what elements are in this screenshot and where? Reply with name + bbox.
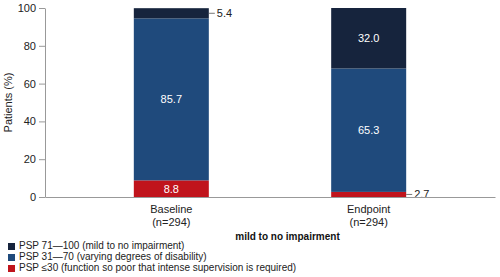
x-axis-line	[46, 197, 496, 198]
y-axis-line	[45, 9, 46, 198]
data-label: 8.8	[164, 183, 179, 195]
y-tick-mark	[39, 46, 45, 47]
y-tick-mark	[39, 8, 45, 9]
bar-segment	[331, 68, 406, 191]
y-tick-label: 60	[24, 78, 36, 90]
legend: PSP 71—100 (mild to no impairment)PSP 31…	[8, 240, 296, 273]
y-axis: 0 20 40 60 80 100	[18, 2, 46, 203]
y-tick: 60	[24, 78, 45, 90]
legend-label: PSP 71—100 (mild to no impairment)	[19, 240, 184, 251]
bar-segment	[331, 8, 406, 68]
y-tick-mark	[39, 121, 45, 122]
bar-segment	[134, 8, 209, 18]
y-tick-mark	[39, 197, 45, 198]
legend-label: PSP ≤30 (function so poor that intense s…	[19, 262, 296, 273]
legend-swatch	[8, 243, 15, 250]
x-tick-label-line: (n=294)	[350, 216, 388, 228]
y-tick: 20	[24, 153, 45, 165]
y-tick: 0	[30, 191, 45, 203]
bar-segment	[134, 180, 209, 197]
x-tick-label: Endpoint(n=294)	[347, 203, 390, 228]
y-tick: 80	[24, 40, 45, 52]
x-tick: Baseline(n=294)	[150, 197, 192, 228]
y-tick-label: 80	[24, 40, 36, 52]
y-tick: 40	[24, 115, 45, 127]
x-tick-label-line: Baseline	[150, 203, 192, 215]
bar-segment	[134, 18, 209, 180]
bar-segment	[331, 192, 406, 197]
y-tick-mark	[39, 84, 45, 85]
data-label: 5.4	[217, 7, 232, 19]
data-label: 85.7	[161, 93, 182, 105]
y-tick-label: 100	[18, 2, 36, 14]
bars	[134, 8, 406, 197]
x-tick-label-line: Endpoint	[347, 203, 390, 215]
leader-line	[406, 194, 412, 195]
y-tick-mark	[39, 159, 45, 160]
legend-label: PSP 31—70 (varying degrees of disability…	[19, 251, 207, 262]
y-axis-title: Patients (%)	[2, 73, 14, 133]
leader-line	[209, 13, 215, 14]
data-labels: 8.8 2.7 85.7 65.3 5.4 32.0	[161, 7, 430, 200]
data-label: 2.7	[414, 188, 429, 200]
data-label: 32.0	[358, 32, 379, 44]
y-tick-label: 40	[24, 115, 36, 127]
data-label: 65.3	[358, 124, 379, 136]
x-tick-label-line: (n=294)	[152, 216, 190, 228]
legend-swatch	[8, 265, 15, 272]
chart: 8.8 2.7 85.7 65.3 5.4 32.0 0 20 40 60 80 100 Baselin…	[0, 0, 500, 277]
x-tick: Endpoint(n=294)	[347, 197, 390, 228]
y-tick-label: 20	[24, 153, 36, 165]
x-axis: Baseline(n=294)Endpoint(n=294)	[46, 197, 496, 228]
x-tick-label: Baseline(n=294)	[150, 203, 192, 228]
y-tick-label: 0	[30, 191, 36, 203]
legend-swatch	[8, 254, 15, 261]
annotation: mild to no impairment	[235, 231, 340, 242]
y-tick: 100	[18, 2, 45, 14]
